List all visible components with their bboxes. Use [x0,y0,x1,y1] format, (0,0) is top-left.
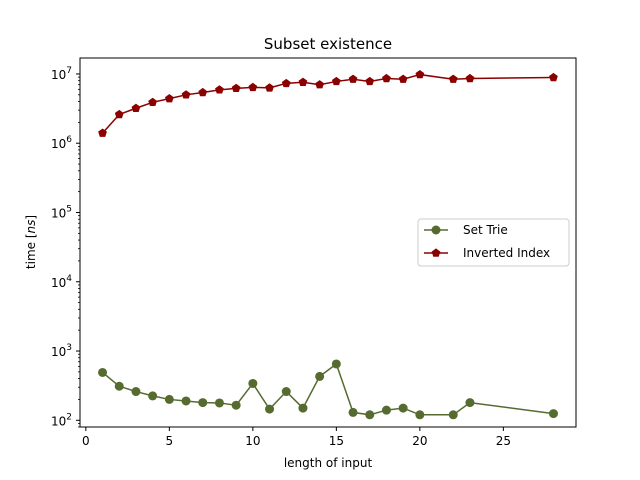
x-axis: 0 5 10 15 20 25 [82,427,511,448]
data-point-inverted-index [365,76,375,86]
x-tick-label: 20 [412,434,427,448]
data-point-inverted-index [198,87,208,97]
data-point-set-trie [164,394,174,404]
y-tick-mantissa: 10 [51,68,66,82]
y-tick-label: 105 [51,204,72,220]
data-point-set-trie [548,409,558,419]
data-point-set-trie [98,367,108,377]
x-tick-label: 15 [329,434,344,448]
data-point-inverted-index [265,83,274,92]
y-tick-label: 106 [51,135,72,151]
y-tick-label: 103 [51,343,72,359]
data-point-set-trie [265,404,275,414]
y-tick-exponent: 6 [66,135,72,145]
y-tick-mantissa: 10 [51,137,66,151]
legend: Set Trie Inverted Index [417,218,570,267]
y-tick-mantissa: 10 [51,345,66,359]
data-point-inverted-index [331,76,341,86]
legend-label-inverted-index: Inverted Index [463,246,550,260]
data-point-inverted-index [248,82,258,92]
data-point-set-trie [415,410,425,420]
data-point-set-trie [148,391,158,401]
data-point-set-trie [231,400,241,410]
data-point-inverted-index [465,73,475,83]
data-point-inverted-index [131,103,141,112]
data-point-inverted-index [382,73,391,83]
series-line-set-trie [102,362,554,416]
data-point-inverted-index [298,77,308,86]
y-tick-exponent: 7 [66,66,72,76]
plot-frame [79,57,577,428]
x-tick-label: 25 [496,434,511,448]
data-point-inverted-index [231,83,241,93]
legend-item-inverted-index: Inverted Index [424,246,550,260]
y-tick-label: 102 [51,412,72,428]
data-point-inverted-index [281,78,291,88]
data-point-set-trie [398,403,408,413]
data-point-inverted-index [398,74,408,83]
data-point-set-trie [181,396,191,406]
data-point-inverted-index [549,72,558,82]
data-point-inverted-index [181,90,191,99]
data-point-set-trie [281,387,291,397]
legend-frame [417,218,570,267]
data-point-inverted-index [348,74,358,83]
data-point-set-trie [298,403,308,413]
y-axis-label-prefix: time [ [24,233,38,269]
series-set-trie [98,359,558,420]
legend-marker-set-trie [431,225,441,235]
legend-marker-inverted-index [431,248,441,257]
y-axis-label: time [ns] [24,215,38,269]
legend-label-set-trie: Set Trie [463,223,508,237]
data-point-set-trie [365,410,375,420]
y-axis-label-suffix: ] [24,215,38,220]
data-point-set-trie [248,378,258,388]
y-axis-label-unit: ns [24,220,38,234]
x-tick-label: 10 [245,434,260,448]
y-tick-mantissa: 10 [51,206,66,220]
legend-item-set-trie: Set Trie [424,223,508,237]
data-point-set-trie [381,405,391,415]
data-point-set-trie [465,398,475,408]
data-point-inverted-index [415,69,425,79]
y-tick-mantissa: 10 [51,414,66,428]
y-tick-mantissa: 10 [51,276,66,290]
y-tick-exponent: 2 [66,412,72,422]
data-point-inverted-index [315,80,325,89]
data-point-inverted-index [164,94,174,103]
data-point-inverted-index [215,85,224,94]
y-tick-exponent: 4 [66,274,72,284]
data-point-inverted-index [114,109,124,119]
data-point-set-trie [448,410,458,420]
y-tick-exponent: 3 [66,343,72,353]
x-tick-label: 5 [166,434,174,448]
data-point-set-trie [348,407,358,417]
data-point-inverted-index [148,97,158,107]
x-tick-label: 0 [82,434,90,448]
chart-title: Subset existence [264,35,392,53]
data-point-inverted-index [98,128,107,137]
y-tick-label: 104 [51,274,72,290]
data-point-inverted-index [448,74,458,83]
data-point-set-trie [315,371,325,381]
plot-area [98,69,558,420]
series-inverted-index [98,69,558,137]
data-point-set-trie [114,381,124,391]
data-point-set-trie [331,359,341,369]
data-point-set-trie [198,398,208,408]
data-point-set-trie [131,387,141,397]
data-point-set-trie [214,398,224,408]
x-axis-label: length of input [284,456,373,470]
y-tick-exponent: 5 [66,204,72,214]
y-tick-label: 107 [51,66,72,82]
series-line-inverted-index [101,73,554,134]
